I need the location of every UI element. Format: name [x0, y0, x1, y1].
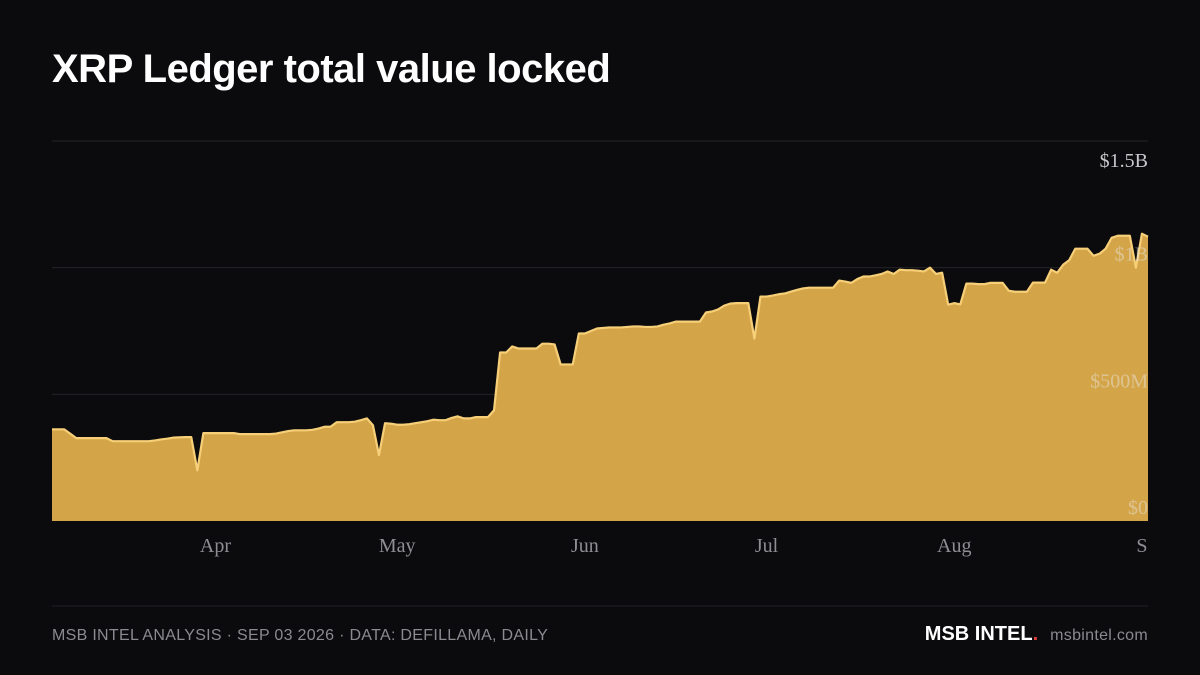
y-tick-label: $500M: [1090, 370, 1148, 392]
y-tick-label: $1.5B: [1100, 150, 1148, 172]
x-tick-label: Jul: [755, 535, 779, 557]
footer-brand-block: MSB INTEL. msbintel.com: [925, 623, 1148, 645]
y-tick-label: $1B: [1115, 244, 1148, 266]
footer-source: MSB INTEL ANALYSIS · SEP 03 2026 · DATA:…: [52, 627, 548, 644]
x-tick-label: Apr: [200, 535, 231, 557]
site: msbintel.com: [1050, 627, 1148, 644]
y-tick-label: $0: [1128, 497, 1148, 519]
plot: $0 $500M $1B $1.5B Apr May Jun Jul Aug S: [52, 140, 1149, 557]
x-tick-label: May: [379, 535, 416, 557]
x-tick-label: Aug: [937, 535, 971, 557]
line: [52, 232, 1149, 472]
x-tick-label: Jun: [571, 535, 599, 557]
x-tick-label: S: [1136, 535, 1147, 557]
brand: MSB INTEL: [925, 623, 1033, 645]
chart-title: XRP Ledger total value locked: [52, 47, 610, 91]
area: [52, 233, 1148, 521]
brand-mark: .: [1033, 623, 1039, 645]
